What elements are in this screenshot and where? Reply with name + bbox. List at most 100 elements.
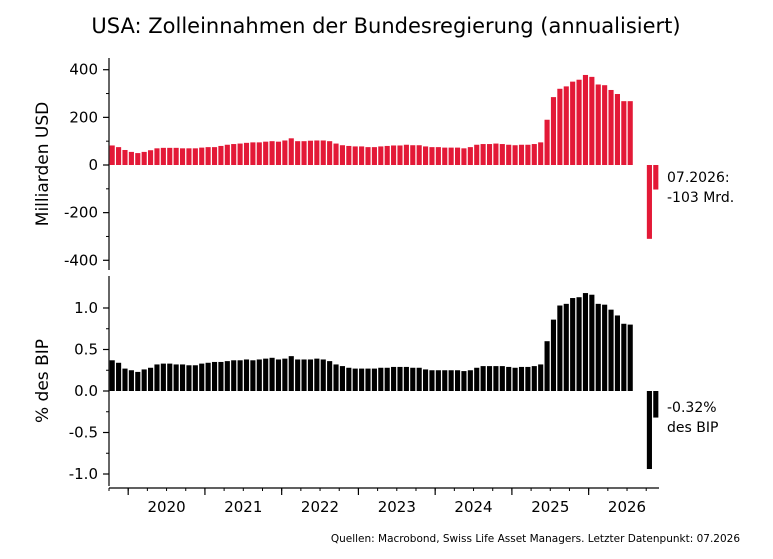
bar-gdp: [403, 366, 409, 391]
bar-gdp: [614, 315, 620, 391]
annotation-usd: -103 Mrd.: [667, 190, 734, 206]
bar-usd: [627, 101, 633, 165]
bar-gdp: [224, 361, 230, 391]
bar-usd: [416, 145, 422, 165]
bar-gdp: [365, 368, 371, 391]
bar-usd: [288, 138, 294, 165]
bar-gdp: [327, 361, 333, 391]
annotation-usd: 07.2026:: [667, 170, 730, 186]
bar-usd: [339, 145, 345, 165]
bar-usd: [141, 151, 147, 165]
bar-usd: [646, 165, 652, 239]
bar-gdp: [333, 364, 339, 391]
bar-usd: [525, 144, 531, 165]
bar-gdp: [582, 293, 589, 391]
bar-usd: [160, 147, 166, 165]
bar-usd: [352, 146, 358, 165]
y-tick-label: -1.0: [69, 465, 98, 483]
bar-usd: [442, 147, 448, 165]
bar-gdp: [237, 360, 243, 391]
bar-gdp: [320, 359, 326, 391]
bar-usd: [211, 147, 218, 165]
bar-usd: [186, 148, 192, 165]
bar-usd: [263, 141, 269, 165]
bar-gdp: [602, 304, 608, 391]
bar-gdp: [359, 368, 365, 391]
annotation-gdp: des BIP: [667, 420, 718, 436]
bar-gdp: [448, 370, 454, 391]
bar-usd: [423, 146, 429, 165]
bar-usd: [154, 148, 160, 165]
bar-usd: [448, 147, 454, 165]
bar-usd: [148, 150, 154, 165]
bar-usd: [614, 94, 620, 165]
bar-gdp: [282, 358, 288, 391]
bar-usd: [173, 147, 179, 165]
bar-usd: [557, 88, 563, 165]
bar-gdp: [250, 360, 256, 391]
bar-gdp: [141, 369, 147, 391]
y-tick-label: 0.0: [74, 382, 98, 400]
bar-usd: [128, 151, 134, 165]
bar-gdp: [486, 366, 493, 391]
bar-gdp: [371, 368, 377, 391]
bar-gdp: [467, 370, 473, 391]
bar-usd: [512, 145, 518, 165]
bar-gdp: [295, 359, 301, 391]
bar-gdp: [499, 366, 505, 391]
bar-gdp: [192, 365, 198, 391]
bar-usd: [397, 145, 403, 165]
bar-gdp: [231, 360, 237, 391]
source-note: Quellen: Macrobond, Swiss Life Asset Man…: [331, 533, 741, 545]
bar-usd: [531, 144, 537, 165]
bar-usd: [243, 142, 250, 165]
bar-usd: [359, 146, 365, 165]
bar-gdp: [423, 369, 429, 391]
bar-usd: [544, 119, 550, 165]
bar-gdp: [135, 371, 141, 391]
bar-gdp: [627, 324, 633, 391]
bar-gdp: [148, 367, 154, 391]
bar-usd: [582, 74, 589, 165]
y-tick-label: 0: [88, 156, 98, 174]
bar-usd: [224, 144, 230, 165]
bar-usd: [179, 148, 186, 165]
bar-usd: [653, 165, 659, 190]
bar-usd: [371, 147, 377, 165]
y-axis-title: Milliarden USD: [33, 102, 53, 226]
bar-gdp: [352, 368, 358, 391]
bar-gdp: [391, 366, 397, 391]
bar-usd: [116, 147, 122, 165]
bar-gdp: [454, 370, 461, 391]
bar-usd: [576, 79, 582, 165]
bar-gdp: [160, 363, 166, 391]
bar-usd: [378, 146, 384, 165]
bar-usd: [109, 145, 115, 165]
bar-gdp: [474, 367, 480, 391]
bar-gdp: [339, 366, 345, 391]
bar-gdp: [589, 294, 595, 391]
bar-gdp: [653, 391, 659, 418]
bar-gdp: [538, 364, 544, 391]
bar-gdp: [429, 370, 435, 391]
annotation-gdp: -0.32%: [667, 400, 717, 416]
y-tick-label: 200: [69, 108, 98, 126]
panel-gdp: 1.0 0.5 0.0 -0.5 -1.0 % des BIP -0.32% des BIP: [33, 276, 718, 486]
bar-gdp: [154, 364, 160, 391]
bar-gdp: [179, 364, 186, 391]
bar-gdp: [122, 368, 128, 391]
bar-gdp: [397, 366, 403, 391]
bar-gdp: [167, 363, 173, 391]
bar-gdp: [518, 366, 525, 391]
bar-usd: [192, 148, 198, 165]
bar-gdp: [275, 359, 282, 391]
x-tick-label: 2025: [531, 498, 569, 516]
bar-gdp: [608, 309, 614, 391]
x-tick-label: 2022: [301, 498, 339, 516]
x-tick-label: 2020: [148, 498, 186, 516]
bar-gdp: [263, 358, 269, 391]
bar-gdp: [128, 370, 134, 391]
bar-usd: [218, 145, 224, 165]
bar-gdp: [410, 367, 416, 391]
bar-usd: [589, 76, 595, 165]
